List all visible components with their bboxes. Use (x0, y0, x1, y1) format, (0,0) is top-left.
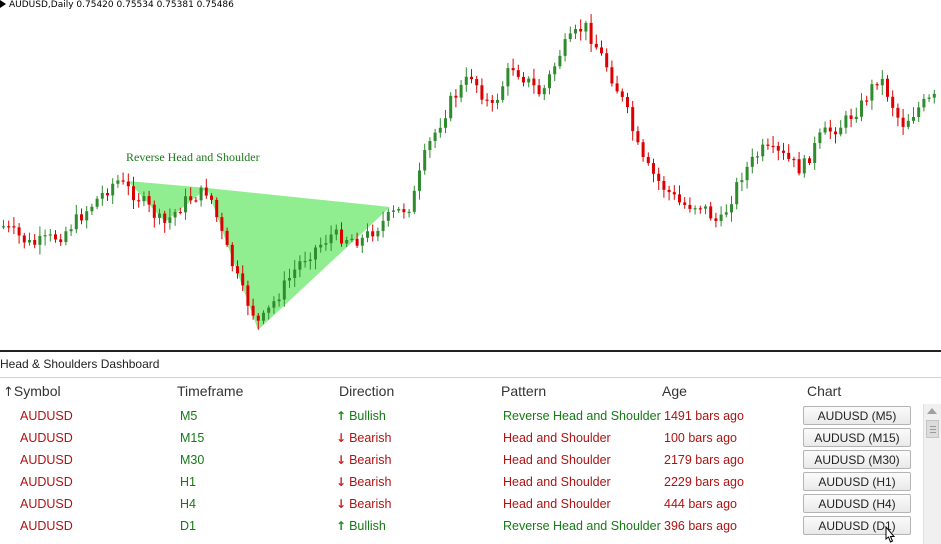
direction-label: Bearish (349, 431, 392, 445)
vertical-scrollbar[interactable] (923, 404, 941, 544)
open-chart-button[interactable]: AUDUSD (M15) (803, 428, 911, 447)
arrow-down-icon: ↓ (336, 475, 347, 489)
open-chart-button[interactable]: AUDUSD (M5) (803, 406, 911, 425)
cell-symbol: AUDUSD (20, 431, 73, 445)
cell-age: 2229 bars ago (664, 475, 744, 489)
chart-symbol-period: AUDUSD,Daily (9, 0, 74, 10)
direction-label: Bullish (349, 409, 386, 423)
cell-pattern: Head and Shoulder (503, 453, 611, 467)
col-header-direction[interactable]: Direction (339, 383, 395, 399)
cell-timeframe: D1 (180, 519, 196, 533)
cell-symbol: AUDUSD (20, 409, 73, 423)
cell-symbol: AUDUSD (20, 519, 73, 533)
cell-direction: ↓ Bearish (336, 475, 391, 489)
cell-timeframe: H1 (180, 475, 196, 489)
chart-ohlc: 0.75420 0.75534 0.75381 0.75486 (76, 0, 234, 10)
col-header-timeframe[interactable]: Timeframe (177, 383, 244, 399)
cell-direction: ↓ Bearish (336, 497, 391, 511)
cell-pattern: Head and Shoulder (503, 475, 611, 489)
open-chart-button[interactable]: AUDUSD (H1) (803, 472, 911, 491)
cell-timeframe: M15 (180, 431, 205, 445)
direction-label: Bearish (349, 497, 392, 511)
cell-direction: ↑ Bullish (336, 409, 386, 423)
cell-pattern: Reverse Head and Shoulder (503, 409, 661, 423)
direction-label: Bullish (349, 519, 386, 533)
cell-timeframe: M30 (180, 453, 205, 467)
cell-timeframe: H4 (180, 497, 196, 511)
cell-pattern: Head and Shoulder (503, 431, 611, 445)
cell-pattern: Reverse Head and Shoulder (503, 519, 661, 533)
cell-direction: ↓ Bearish (336, 453, 391, 467)
cell-age: 1491 bars ago (664, 409, 744, 423)
cell-symbol: AUDUSD (20, 475, 73, 489)
pattern-triangle-left (128, 181, 207, 222)
candlestick-chart (2, 14, 936, 330)
arrow-down-icon: ↓ (336, 431, 347, 445)
chart-menu-icon (0, 0, 6, 8)
chart-symbol-info: AUDUSD,Daily 0.75420 0.75534 0.75381 0.7… (0, 0, 234, 10)
cell-symbol: AUDUSD (20, 497, 73, 511)
col-header-age[interactable]: Age (662, 383, 687, 399)
cell-age: 2179 bars ago (664, 453, 744, 467)
cell-age: 444 bars ago (664, 497, 737, 511)
price-chart[interactable]: AUDUSD,Daily 0.75420 0.75534 0.75381 0.7… (0, 0, 941, 350)
dashboard-panel: Head & Shoulders Dashboard ↑Symbol Timef… (0, 352, 941, 544)
col-header-chart[interactable]: Chart (807, 383, 842, 399)
col-header-pattern[interactable]: Pattern (501, 383, 547, 399)
direction-label: Bearish (349, 453, 392, 467)
dashboard-title: Head & Shoulders Dashboard (0, 357, 160, 371)
sort-arrow-icon: ↑ (3, 385, 14, 400)
cell-direction: ↑ Bullish (336, 519, 386, 533)
cell-pattern: Head and Shoulder (503, 497, 611, 511)
arrow-down-icon: ↓ (336, 453, 347, 467)
direction-label: Bearish (349, 475, 392, 489)
scroll-up-icon[interactable] (927, 408, 937, 414)
arrow-up-icon: ↑ (336, 409, 347, 423)
arrow-down-icon: ↓ (336, 497, 347, 511)
open-chart-button[interactable]: AUDUSD (D1) (803, 516, 911, 535)
title-divider (0, 377, 941, 378)
cell-symbol: AUDUSD (20, 453, 73, 467)
scroll-thumb[interactable] (926, 420, 939, 438)
cell-age: 396 bars ago (664, 519, 737, 533)
pattern-label: Reverse Head and Shoulder (126, 150, 260, 164)
pattern-triangle-right (207, 188, 390, 330)
arrow-up-icon: ↑ (336, 519, 347, 533)
cell-timeframe: M5 (180, 409, 198, 423)
open-chart-button[interactable]: AUDUSD (M30) (803, 450, 911, 469)
panel-divider[interactable] (0, 350, 941, 352)
col-header-symbol[interactable]: ↑Symbol (3, 383, 61, 400)
cell-age: 100 bars ago (664, 431, 737, 445)
mouse-cursor-icon (885, 526, 896, 543)
cell-direction: ↓ Bearish (336, 431, 391, 445)
open-chart-button[interactable]: AUDUSD (H4) (803, 494, 911, 513)
